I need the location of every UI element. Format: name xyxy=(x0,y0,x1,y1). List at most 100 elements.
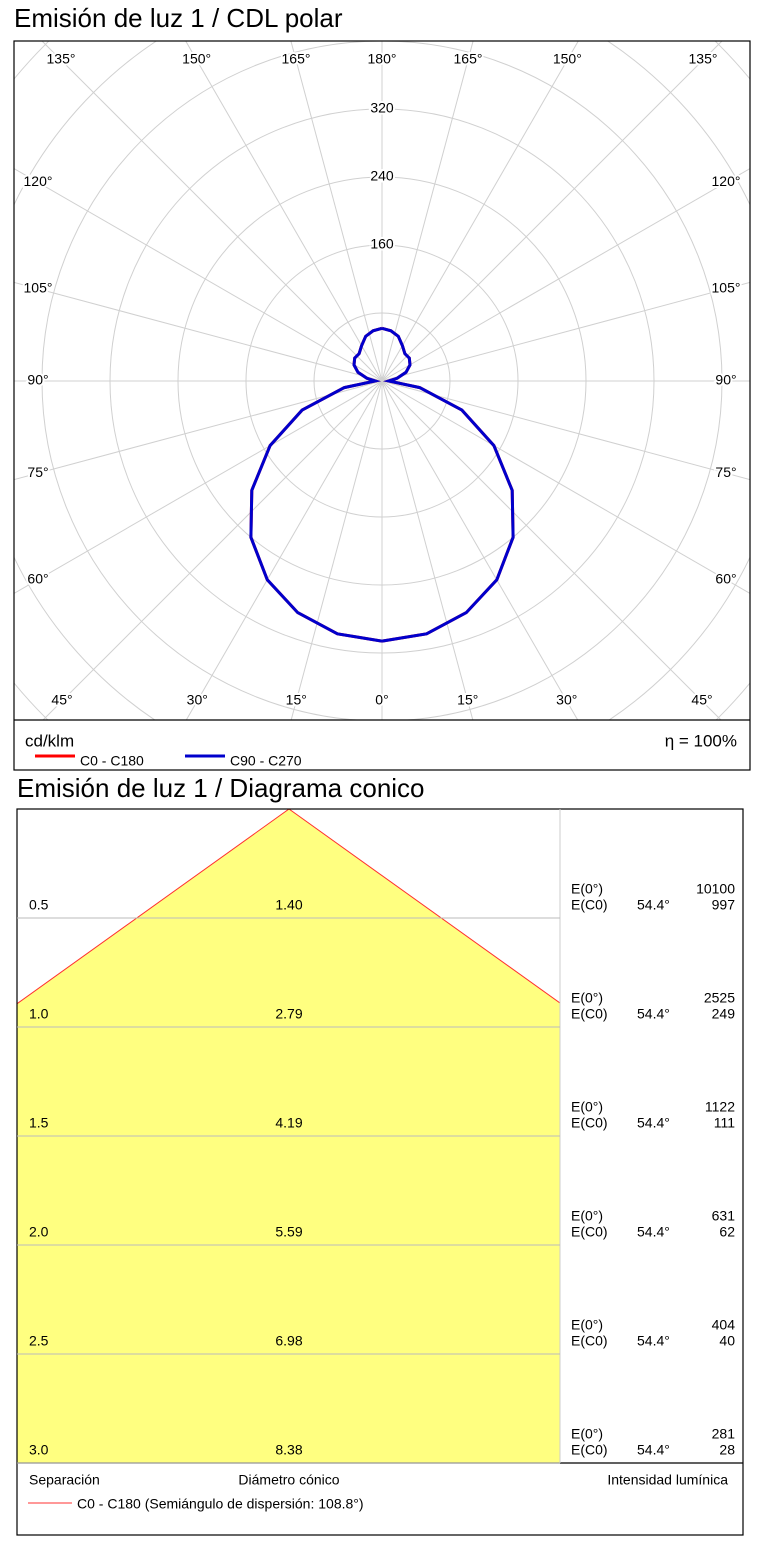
ec0-name: E(C0) xyxy=(571,1333,608,1349)
angle-label: 135° xyxy=(47,51,76,67)
e0-value: 10100 xyxy=(696,881,735,897)
grid-line xyxy=(381,281,750,382)
ec0-value: 62 xyxy=(719,1224,735,1240)
r-tick-label: 240 xyxy=(370,168,394,184)
footer-label: Separación xyxy=(29,1472,100,1488)
e0-value: 631 xyxy=(712,1208,736,1224)
e0-name: E(0°) xyxy=(571,1099,603,1115)
r-tick-label: 160 xyxy=(370,236,394,252)
footer-label: Intensidad lumínica xyxy=(607,1472,728,1488)
grid-line xyxy=(185,41,383,382)
grid-line xyxy=(14,281,383,382)
e0-value: 281 xyxy=(712,1426,736,1442)
angle-label: 45° xyxy=(691,692,712,708)
angle-label: 60° xyxy=(27,570,48,586)
grid-line xyxy=(381,41,474,382)
e0-name: E(0°) xyxy=(571,990,603,1006)
legend-label: C0 - C180 (Semiángulo de dispersión: 108… xyxy=(77,1496,364,1512)
diameter-label: 1.40 xyxy=(275,897,302,913)
grid-line xyxy=(381,380,750,481)
ec0-value: 28 xyxy=(719,1442,735,1458)
angle-label: 75° xyxy=(27,464,48,480)
ec0-value: 111 xyxy=(714,1115,735,1131)
ec0-angle: 54.4° xyxy=(637,1006,670,1022)
e0-name: E(0°) xyxy=(571,881,603,897)
unit: cd/klm xyxy=(25,731,74,750)
cone-frame xyxy=(16,808,744,1536)
diameter-label: 4.19 xyxy=(275,1115,302,1131)
angle-label: 15° xyxy=(286,692,307,708)
height-label: 1.5 xyxy=(29,1115,49,1131)
e0-name: E(0°) xyxy=(571,1317,603,1333)
diameter-label: 5.59 xyxy=(275,1224,302,1240)
grid-line xyxy=(381,167,750,382)
height-label: 2.0 xyxy=(29,1224,49,1240)
grid-line xyxy=(14,380,383,595)
height-label: 2.5 xyxy=(29,1333,49,1349)
footer-label: Diámetro cónico xyxy=(238,1472,339,1488)
polar-title: Emisión de luz 1 / CDL polar xyxy=(14,3,343,33)
curve xyxy=(249,326,383,643)
ec0-name: E(C0) xyxy=(571,1115,608,1131)
angle-label: 180° xyxy=(368,51,397,67)
angle-label: 30° xyxy=(187,692,208,708)
ec0-angle: 54.4° xyxy=(637,1442,670,1458)
ec0-angle: 54.4° xyxy=(637,1115,670,1131)
ec0-name: E(C0) xyxy=(571,897,608,913)
diameter-label: 6.98 xyxy=(275,1333,302,1349)
diameter-label: 2.79 xyxy=(275,1006,302,1022)
grid-line xyxy=(381,380,579,720)
grid-line xyxy=(14,167,383,382)
angle-label: 30° xyxy=(556,692,577,708)
angle-label: 165° xyxy=(282,51,311,67)
ec0-value: 997 xyxy=(712,897,736,913)
angle-label: 75° xyxy=(715,464,736,480)
grid-line xyxy=(41,41,383,382)
e0-name: E(0°) xyxy=(571,1426,603,1442)
grid-line xyxy=(290,380,383,720)
grid-line xyxy=(381,41,579,382)
polar-frame xyxy=(13,40,751,771)
grid-line xyxy=(290,41,383,382)
grid-line xyxy=(381,41,723,382)
angle-label: 0° xyxy=(375,692,388,708)
ec0-name: E(C0) xyxy=(571,1442,608,1458)
ec0-angle: 54.4° xyxy=(637,1224,670,1240)
curve xyxy=(381,326,515,643)
diameter-label: 8.38 xyxy=(275,1442,302,1458)
angle-label: 150° xyxy=(182,51,211,67)
e0-value: 2525 xyxy=(704,990,735,1006)
angle-label: 105° xyxy=(24,280,53,296)
cone-title: Emisión de luz 1 / Diagrama conico xyxy=(17,773,425,803)
ec0-angle: 54.4° xyxy=(637,897,670,913)
grid-line xyxy=(381,380,722,720)
ec0-name: E(C0) xyxy=(571,1006,608,1022)
efficiency: η = 100% xyxy=(665,731,737,750)
height-label: 0.5 xyxy=(29,897,49,913)
e0-value: 404 xyxy=(712,1317,736,1333)
ec0-name: E(C0) xyxy=(571,1224,608,1240)
angle-label: 45° xyxy=(51,692,72,708)
angle-label: 135° xyxy=(689,51,718,67)
height-label: 1.0 xyxy=(29,1006,49,1022)
angle-label: 120° xyxy=(24,173,53,189)
angle-label: 60° xyxy=(715,570,736,586)
e0-name: E(0°) xyxy=(571,1208,603,1224)
height-label: 3.0 xyxy=(29,1442,49,1458)
grid-line xyxy=(14,380,383,481)
grid-line xyxy=(381,380,474,720)
legend-label: C0 - C180 xyxy=(80,753,144,769)
ec0-angle: 54.4° xyxy=(637,1333,670,1349)
angle-label: 90° xyxy=(715,372,736,388)
ec0-value: 249 xyxy=(712,1006,736,1022)
angle-label: 150° xyxy=(553,51,582,67)
angle-label: 165° xyxy=(454,51,483,67)
angle-label: 15° xyxy=(457,692,478,708)
ec0-value: 40 xyxy=(719,1333,735,1349)
angle-label: 120° xyxy=(712,173,741,189)
e0-value: 1122 xyxy=(705,1099,735,1115)
legend-label: C90 - C270 xyxy=(230,753,302,769)
grid-line xyxy=(42,380,383,720)
angle-label: 105° xyxy=(712,280,741,296)
